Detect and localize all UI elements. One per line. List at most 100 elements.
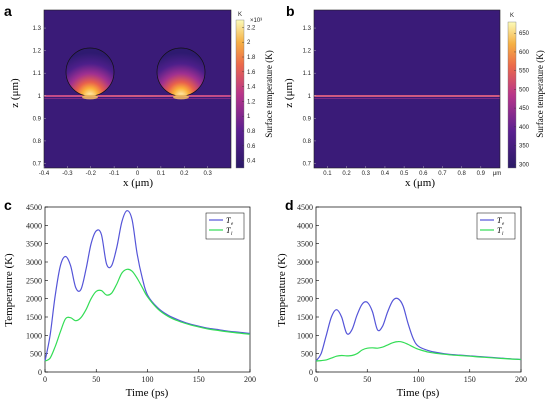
colorbar-b-ticks: 300 350 400 450 500 550 600 650 — [514, 31, 530, 168]
x-tick-label: 0 — [136, 171, 140, 177]
y-tick-label: 0.8 — [303, 139, 312, 145]
y-tick-label: 500 — [301, 350, 313, 359]
colorbar-tick-label: 1.6 — [247, 70, 256, 76]
colorbar-tick-label: 0.4 — [247, 159, 256, 165]
x-tick-label: 0.1 — [323, 171, 332, 177]
y-tick-label: 1.1 — [33, 71, 42, 77]
colorbar-tick-label: 0.8 — [247, 129, 256, 135]
y-tick-label: 2500 — [297, 276, 313, 285]
y-tick-label: 1 — [308, 94, 312, 100]
y-tick-label: 1 — [38, 94, 42, 100]
hotspot-left — [82, 94, 98, 100]
heatmap-a-surface-line-2 — [44, 98, 231, 99]
x-tick-label: 0.2 — [180, 171, 189, 177]
heatmap-b-frame — [313, 9, 501, 169]
legend-label-subscript: l — [231, 232, 233, 237]
y-tick-label: 1500 — [26, 313, 42, 322]
legend-label-subscript: e — [502, 222, 505, 227]
colorbar-tick-label: 300 — [519, 162, 530, 168]
y-tick-label: 1000 — [297, 331, 313, 340]
heatmap-b-surface-line — [314, 95, 500, 97]
heatmap-b-surface-line-2 — [314, 98, 500, 99]
x-tick-label: -0.3 — [62, 171, 73, 177]
panel-label-b: b — [286, 3, 295, 19]
x-tick-label: 0.6 — [419, 171, 428, 177]
y-tick-label: 1.1 — [303, 71, 312, 77]
panel-b: b 0.1 0.2 0.3 0.4 0.5 0.6 0.7 0.8 0.9 0.7 0.8 0.9 1 1… — [283, 3, 545, 189]
x-tick-label: 0 — [43, 375, 47, 384]
colorbar-tick-label: 650 — [519, 31, 530, 37]
colorbar-a — [235, 19, 245, 169]
legend-label: T — [226, 216, 231, 225]
y-tick-label: 0.9 — [303, 116, 312, 122]
x-tick-label: 0.3 — [362, 171, 371, 177]
ticks-b: 0.1 0.2 0.3 0.4 0.5 0.6 0.7 0.8 0.9 0.7 0.8 0.9 1 1.1… — [303, 26, 486, 177]
xlabel-d: Time (ps) — [397, 387, 440, 399]
panel-c: c 0 50 100 150 20005001000150020002500300035… — [3, 197, 256, 399]
x-tick-label: 0.1 — [157, 171, 166, 177]
x-tick-label: 0 — [314, 375, 318, 384]
colorbar-tick-label: 450 — [519, 106, 530, 112]
panel-label-c: c — [4, 197, 12, 213]
colorbar-tick-label: 500 — [519, 87, 530, 93]
y-tick-label: 1.2 — [303, 49, 312, 55]
x-tick-label: -0.2 — [86, 171, 97, 177]
y-tick-label: 1000 — [26, 331, 42, 340]
y-tick-label: 2000 — [297, 295, 313, 304]
colorbar-b — [507, 21, 517, 169]
y-tick-label: 0.9 — [33, 116, 42, 122]
colorbar-tick-label: 1.8 — [247, 55, 256, 61]
colorbar-tick-label: 600 — [519, 50, 530, 56]
y-tick-label: 0.8 — [33, 139, 42, 145]
x-tick-label: 50 — [363, 375, 371, 384]
panel-d: d 0 50 100 150 20005001000150020002500300035… — [276, 197, 527, 399]
x-tick-label: 0.7 — [438, 171, 447, 177]
legend-label: T — [497, 226, 502, 235]
colorbar-tick-label: 1 — [247, 114, 251, 120]
line-chart-c: 0 50 100 150 2000500100015002000250030003500… — [26, 203, 256, 384]
colorbar-tick-label: 550 — [519, 69, 530, 75]
y-tick-label: 1.3 — [33, 26, 42, 32]
y-tick-label: 0 — [38, 368, 42, 377]
series-line-Tl — [315, 340, 522, 362]
y-tick-label: 3500 — [26, 240, 42, 249]
colorbar-a-ticks: 0.4 0.6 0.8 1 1.2 1.4 1.6 1.8 2 2.2 — [242, 25, 256, 165]
y-tick-label: 4500 — [297, 203, 313, 212]
y-tick-label: 4000 — [26, 221, 42, 230]
x-tick-label: 0.2 — [342, 171, 351, 177]
ylabel-b: z (μm) — [283, 78, 295, 108]
y-tick-label: 2500 — [26, 276, 42, 285]
colorbar-tick-label: 0.6 — [247, 144, 256, 150]
hotspot-right — [173, 94, 189, 100]
x-tick-label: -0.1 — [109, 171, 120, 177]
y-tick-label: 3000 — [297, 258, 313, 267]
y-tick-label: 4000 — [297, 221, 313, 230]
xunit-tick-b: μm — [493, 171, 501, 177]
colorbar-b-label: Surface temperature (K) — [535, 50, 545, 137]
x-tick-label: 150 — [464, 375, 476, 384]
ylabel-c: Temperature (K) — [3, 253, 15, 327]
colorbar-tick-label: 1.4 — [247, 85, 256, 91]
legend-label-subscript: e — [231, 222, 234, 227]
panel-a: a -0.4 -0.3 -0.2 -0.1 0 0.1 0.2 0.3 0.7 0.8 0.9 1 1.… — [4, 3, 274, 189]
legend-label-subscript: l — [502, 232, 504, 237]
heatmap-a-background — [44, 10, 231, 168]
colorbar-tick-label: 1.2 — [247, 99, 256, 105]
xlabel-c: Time (ps) — [126, 387, 169, 399]
heatmap-b-background — [314, 10, 500, 168]
sphere-right — [156, 47, 206, 97]
sphere-left — [65, 47, 115, 97]
panel-label-a: a — [4, 3, 12, 19]
x-tick-label: 0.4 — [381, 171, 390, 177]
colorbar-tick-label: 2 — [247, 40, 251, 46]
y-tick-label: 0.7 — [303, 161, 312, 167]
x-tick-label: 100 — [142, 375, 154, 384]
legend-box — [476, 212, 516, 240]
xlabel-b: x (μm) — [405, 177, 435, 189]
x-tick-label: 0.3 — [203, 171, 212, 177]
y-tick-label: 3000 — [26, 258, 42, 267]
panel-label-d: d — [285, 197, 294, 213]
legend-label: T — [497, 216, 502, 225]
xlabel-a: x (μm) — [123, 177, 153, 189]
heatmap-a-surface-line — [44, 95, 231, 97]
